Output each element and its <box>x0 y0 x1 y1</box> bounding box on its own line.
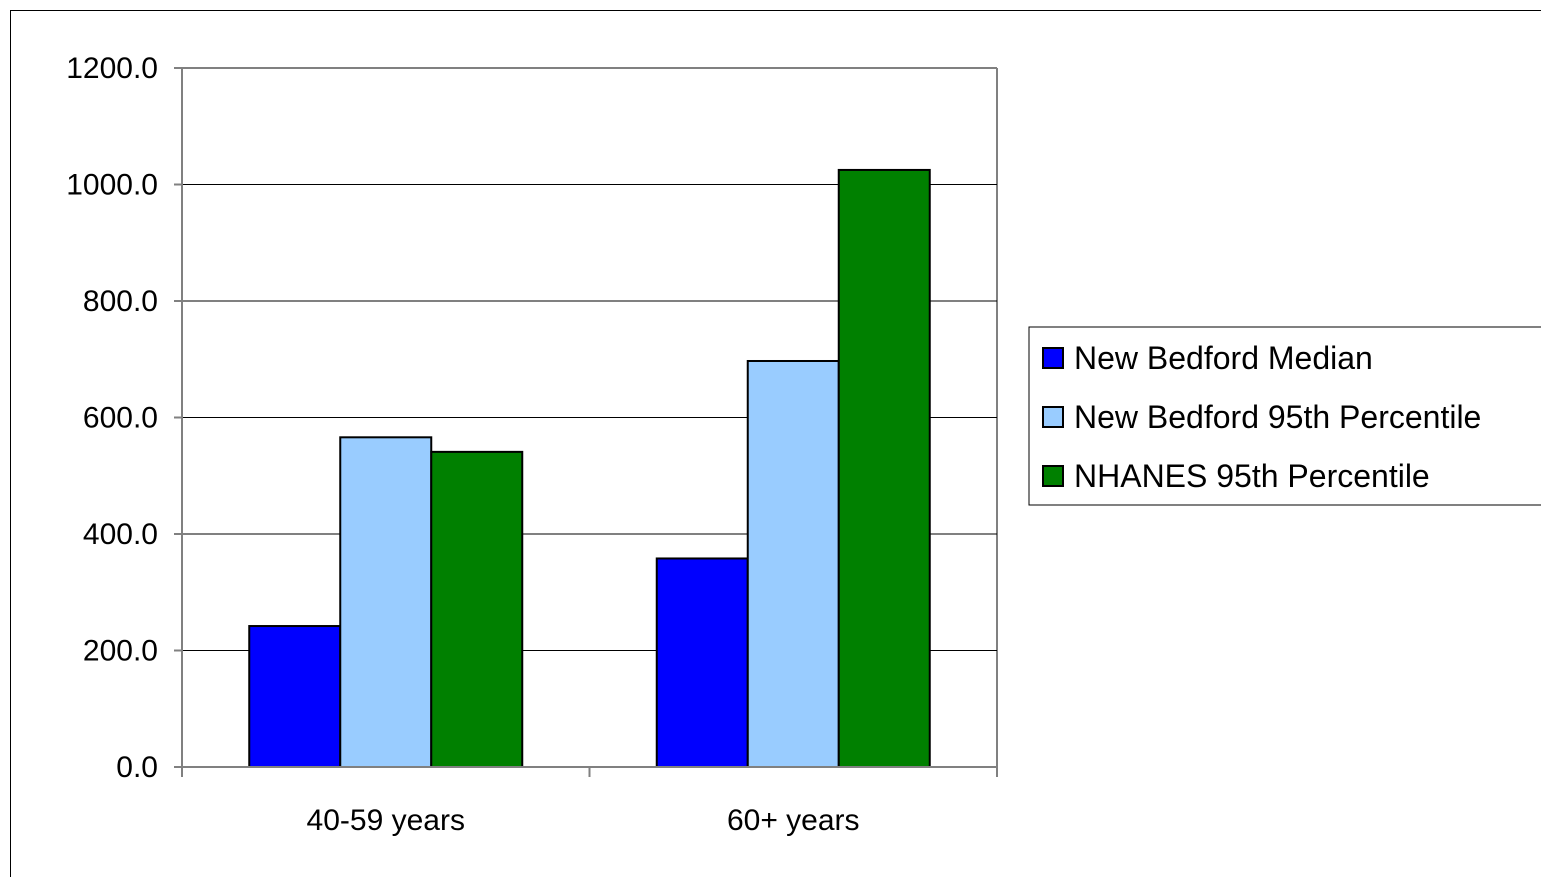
y-tick-label: 1200.0 <box>66 52 158 85</box>
y-tick-label: 800.0 <box>83 285 158 318</box>
y-tick-label: 0.0 <box>116 751 158 784</box>
bar <box>248 625 342 768</box>
bar <box>837 168 931 768</box>
bar <box>339 436 433 768</box>
bar <box>430 450 524 768</box>
legend-label: NHANES 95th Percentile <box>1074 458 1430 494</box>
legend-swatch <box>1042 406 1064 428</box>
legend-box <box>1028 326 1541 506</box>
y-tick-label: 600.0 <box>83 402 158 435</box>
x-tick-label: 40-59 years <box>307 804 465 837</box>
y-tick-label: 400.0 <box>83 518 158 551</box>
y-tick-label: 1000.0 <box>66 169 158 202</box>
bars <box>248 168 931 769</box>
legend-swatch <box>1042 465 1064 487</box>
x-tick-labels: 40-59 years 60+ years <box>307 804 860 837</box>
legend: New Bedford Median New Bedford 95th Perce… <box>1028 326 1541 506</box>
axes <box>174 67 998 777</box>
legend-label: New Bedford Median <box>1074 340 1373 376</box>
y-tick-label: 200.0 <box>83 635 158 668</box>
y-tick-labels: 0.0 200.0 400.0 600.0 800.0 1000.0 1200.0 <box>66 52 158 784</box>
legend-label: New Bedford 95th Percentile <box>1074 399 1481 435</box>
legend-swatch <box>1042 347 1064 369</box>
chart-frame <box>10 10 1541 877</box>
x-tick-label: 60+ years <box>727 804 860 837</box>
bar <box>746 359 840 768</box>
bar <box>655 557 749 769</box>
